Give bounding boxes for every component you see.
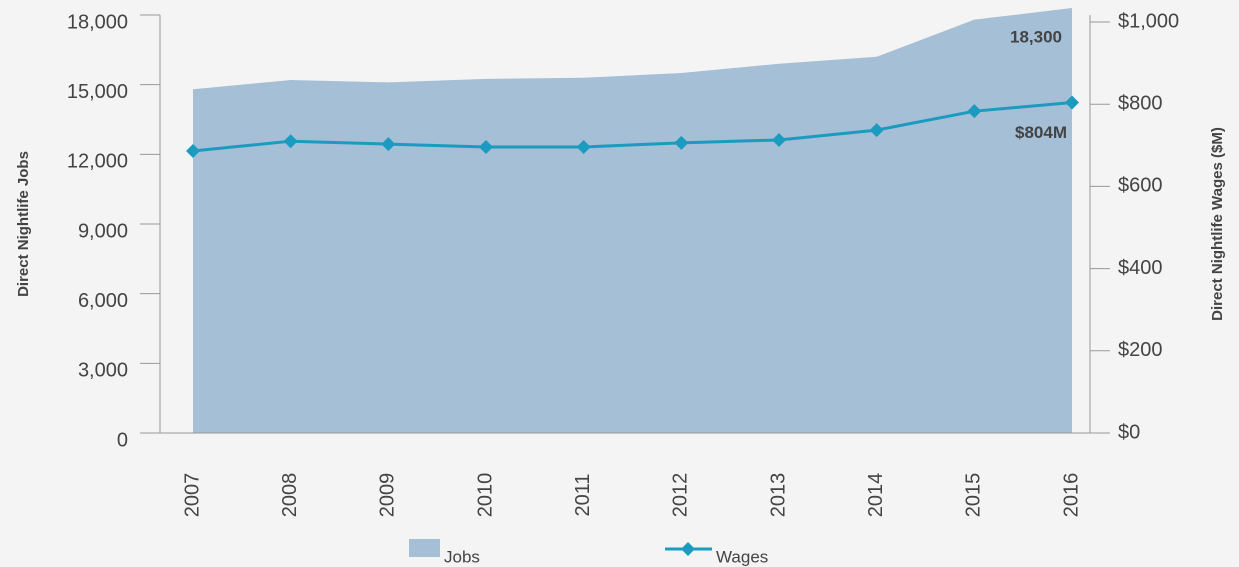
- y-tick-label: 3,000: [78, 360, 128, 382]
- y2-tick-label: $0: [1118, 421, 1140, 443]
- wages-marker: [479, 139, 493, 154]
- wages-value-label: $804M: [1015, 123, 1067, 142]
- y2-tick-label: $200: [1118, 339, 1163, 361]
- x-tick-label: 2015: [963, 473, 985, 518]
- y2-tick-label: $600: [1118, 175, 1163, 197]
- y-tick-label: 12,000: [67, 151, 128, 173]
- wages-marker: [772, 132, 786, 147]
- jobs-area: [193, 8, 1072, 434]
- x-tick-label: 2016: [1060, 473, 1082, 518]
- y-tick-label: 0: [117, 429, 128, 451]
- x-tick-label: 2007: [181, 473, 203, 518]
- x-tick-label: 2008: [279, 473, 301, 518]
- jobs-value-label: 18,300: [1010, 28, 1062, 47]
- y-tick-label: 9,000: [78, 220, 128, 242]
- y2-axis-title: Direct Nightlife Wages ($M): [1209, 127, 1226, 321]
- x-tick-label: 2011: [572, 473, 594, 516]
- y2-tick-label: $800: [1118, 92, 1163, 114]
- wages-marker: [186, 144, 200, 159]
- y-axis-title: Direct Nightlife Jobs: [15, 151, 32, 297]
- wages-marker: [967, 104, 982, 119]
- wages-marker: [283, 134, 298, 149]
- legend-swatch: [409, 539, 440, 557]
- legend-marker: [681, 542, 695, 556]
- x-tick-label: 2009: [377, 473, 399, 518]
- y-tick-label: 6,000: [78, 290, 128, 312]
- y2-tick-label: $400: [1118, 257, 1163, 279]
- x-tick-label: 2012: [670, 473, 692, 518]
- wages-marker: [381, 137, 396, 152]
- wages-marker: [869, 123, 884, 138]
- wages-line: [192, 101, 1073, 153]
- legend-label: Wages: [716, 547, 768, 566]
- x-tick-label: 2013: [767, 473, 789, 518]
- y-tick-label: 18,000: [67, 11, 128, 33]
- x-tick-label: 2010: [474, 473, 496, 518]
- wages-marker: [576, 139, 591, 154]
- x-tick-label: 2014: [865, 473, 887, 518]
- wages-marker: [674, 135, 689, 150]
- y2-tick-label: $1,000: [1118, 10, 1179, 32]
- legend-label: Jobs: [444, 547, 480, 566]
- wages-marker: [1065, 95, 1079, 110]
- y-tick-label: 15,000: [67, 81, 128, 103]
